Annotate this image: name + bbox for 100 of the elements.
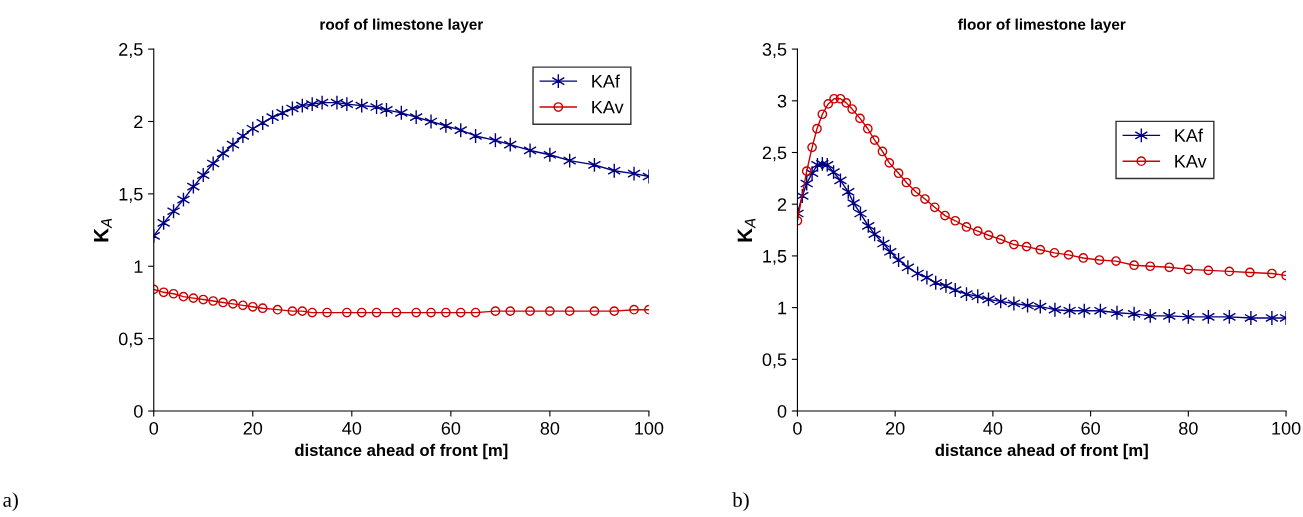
y-tick-label: 2,5 — [119, 43, 143, 58]
x-tick-label: 80 — [1179, 421, 1198, 435]
y-axis-title: K$_{A}$ — [737, 218, 756, 242]
point — [629, 304, 639, 315]
point — [341, 307, 352, 318]
point — [1145, 261, 1156, 272]
point — [1203, 265, 1214, 276]
point — [983, 230, 994, 241]
x-tick-label: 20 — [886, 421, 905, 435]
x-tick-label: 40 — [342, 421, 362, 435]
point — [1127, 306, 1141, 322]
point — [1224, 266, 1235, 277]
point — [609, 306, 620, 316]
point — [272, 304, 283, 315]
y-tick-label: 3,5 — [762, 43, 787, 58]
point — [287, 306, 298, 316]
point — [330, 95, 344, 111]
point — [1009, 239, 1019, 250]
point — [322, 307, 332, 318]
point — [1265, 310, 1279, 326]
point — [835, 93, 846, 104]
point — [939, 278, 953, 294]
chart-title: floor of limestone layer — [957, 18, 1126, 33]
point — [910, 186, 921, 197]
point — [439, 118, 453, 134]
point — [505, 306, 516, 316]
point — [1035, 244, 1046, 255]
y-tick-label: 3 — [777, 94, 787, 108]
point — [206, 155, 220, 172]
point — [1111, 256, 1121, 266]
y-tick-label: 0 — [777, 404, 787, 418]
point — [847, 104, 858, 114]
point — [1007, 295, 1021, 312]
point — [226, 137, 240, 153]
y-tick-label: 0,5 — [762, 353, 787, 369]
point — [391, 307, 402, 318]
point — [236, 128, 250, 144]
point — [929, 202, 940, 213]
point — [841, 98, 852, 108]
point — [893, 168, 904, 179]
point — [208, 296, 219, 306]
y-tick-label: 0,5 — [118, 332, 143, 348]
y-tick-label: 1 — [134, 260, 143, 273]
point — [884, 157, 895, 168]
x-tick-label: 0 — [793, 421, 802, 435]
text: b) — [732, 492, 749, 512]
point — [564, 306, 575, 316]
point — [1183, 264, 1194, 275]
point — [877, 146, 888, 157]
point — [371, 307, 382, 318]
point — [198, 294, 209, 305]
y-tick-label: 1 — [778, 301, 787, 315]
point — [829, 93, 839, 104]
point — [1048, 302, 1062, 318]
point — [455, 307, 466, 318]
y-tick-label: 1,5 — [119, 188, 143, 203]
y-tick-label: 2 — [777, 198, 787, 211]
y-tick-label: 2 — [134, 115, 143, 129]
x-tick-label: 0 — [149, 421, 159, 435]
point — [1063, 250, 1074, 260]
point — [1049, 247, 1060, 258]
point — [228, 299, 238, 309]
point — [218, 297, 228, 308]
point — [545, 306, 555, 316]
point — [801, 166, 812, 176]
x-tick-label: 20 — [243, 421, 263, 435]
point — [920, 269, 934, 286]
point — [168, 288, 179, 299]
point — [1267, 268, 1277, 279]
point — [523, 142, 537, 159]
point — [307, 307, 318, 318]
point — [490, 306, 501, 316]
point — [940, 210, 950, 221]
x-tick-label: 40 — [983, 421, 1003, 435]
point — [1078, 253, 1089, 263]
point — [216, 145, 230, 161]
point — [627, 165, 641, 182]
point — [1110, 305, 1124, 321]
point — [409, 109, 423, 125]
point — [1244, 310, 1258, 326]
text: a) — [3, 492, 18, 512]
point — [1245, 267, 1255, 278]
point — [525, 306, 535, 316]
point — [178, 291, 189, 302]
point — [257, 303, 268, 314]
point — [315, 95, 329, 111]
x-axis-title: distance ahead of front [m] — [935, 443, 1148, 460]
point — [589, 306, 600, 316]
legend-label: KAf — [592, 74, 620, 88]
x-axis-title: distance ahead of front [m] — [295, 443, 508, 460]
point — [411, 307, 422, 318]
point — [812, 123, 822, 134]
point — [188, 293, 199, 303]
legend-label: KAv — [1175, 155, 1207, 168]
point — [238, 300, 248, 311]
point — [424, 113, 438, 130]
x-tick-label: 80 — [540, 421, 560, 435]
point — [817, 109, 828, 120]
point — [247, 301, 258, 312]
point — [920, 194, 930, 204]
